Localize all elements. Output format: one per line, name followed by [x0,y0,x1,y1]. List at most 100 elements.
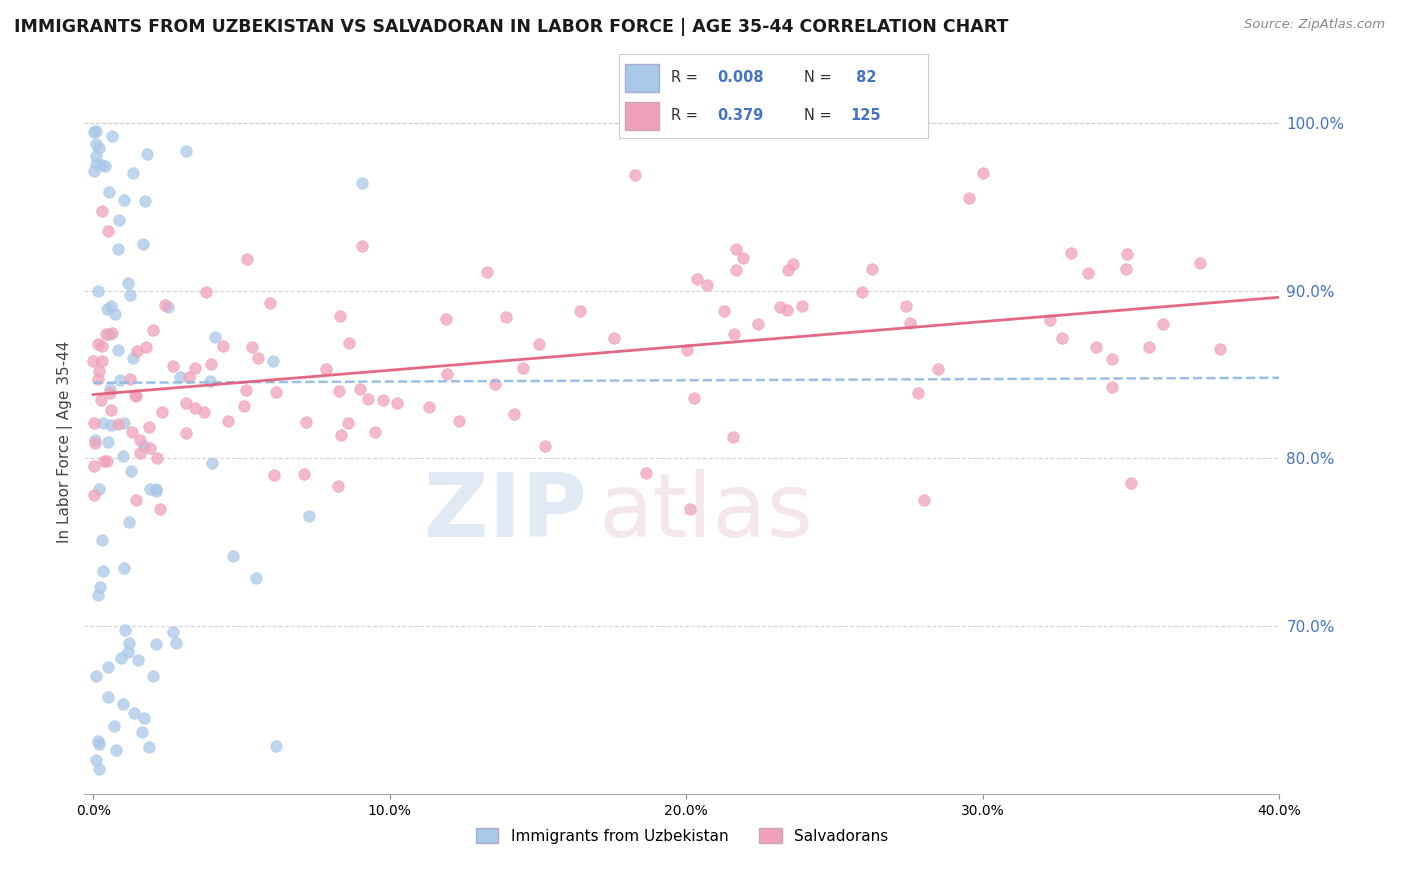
Point [131,725,153,739]
Point [97,690,120,704]
Y-axis label: In Labor Force | Age 35-44: In Labor Force | Age 35-44 [58,341,73,542]
Point [721,430,744,444]
Text: 0.008: 0.008 [717,70,765,85]
Point [150,405,173,419]
Point [89,141,111,155]
Point [198,374,221,388]
Point [125,389,148,403]
Point [100,299,122,313]
Point [371,393,394,408]
Point [96,302,118,317]
Text: atlas: atlas [599,468,814,556]
Point [1116,247,1139,261]
Point [907,386,929,401]
Point [139,441,162,455]
Point [349,382,371,396]
Point [117,645,139,659]
Point [1137,340,1160,354]
Point [104,743,127,757]
Point [1085,340,1108,354]
Point [747,318,769,332]
Point [96,326,118,341]
Point [184,360,207,375]
Point [114,624,136,638]
Text: N =: N = [804,108,837,123]
Point [184,401,207,415]
Point [82,354,104,368]
Point [898,316,921,330]
Point [1189,256,1212,270]
Point [259,296,281,310]
Point [217,414,239,428]
Point [292,467,315,481]
Point [1060,246,1083,260]
Point [129,446,152,460]
Point [569,304,592,318]
Point [434,311,457,326]
FancyBboxPatch shape [624,63,659,92]
Point [623,169,645,183]
Point [104,307,127,321]
Point [264,385,287,400]
Point [1121,476,1143,491]
Point [90,533,112,548]
Point [683,391,706,405]
Point [200,357,222,371]
Point [100,403,122,417]
Point [264,739,287,753]
Point [776,262,799,277]
Point [263,468,285,483]
Point [475,265,498,279]
Point [121,166,143,180]
Point [790,299,813,313]
Point [315,361,337,376]
Point [110,651,132,665]
Point [527,337,550,351]
Point [101,128,124,143]
Point [86,284,108,298]
Point [107,417,129,431]
Point [1101,351,1123,366]
Point [112,697,135,711]
Point [678,501,700,516]
Point [195,285,218,299]
Point [162,359,184,373]
Point [782,257,804,271]
Point [107,212,129,227]
Point [602,330,624,344]
Point [512,361,534,376]
Point [98,385,121,400]
Point [769,300,792,314]
Point [1039,313,1062,327]
Point [125,493,148,508]
Point [84,137,107,152]
Point [129,433,152,447]
Point [262,353,284,368]
Point [1115,261,1137,276]
Point [177,370,200,384]
Point [502,407,524,421]
Legend: Immigrants from Uzbekistan, Salvadorans: Immigrants from Uzbekistan, Salvadorans [470,822,894,850]
Point [90,339,112,353]
Point [138,739,160,754]
Point [350,176,373,190]
Point [146,450,169,465]
Point [927,362,949,376]
Point [731,251,754,265]
Point [96,453,118,467]
Point [246,351,269,366]
Point [851,285,873,299]
Point [328,384,350,398]
Text: 0.379: 0.379 [717,108,763,123]
Point [84,436,107,450]
Point [89,580,111,594]
Point [240,340,263,354]
Point [162,625,184,640]
Point [89,737,111,751]
Point [107,242,129,256]
Point [357,392,380,406]
Point [139,483,162,497]
Point [112,193,135,207]
Point [100,417,122,432]
Point [121,351,143,365]
